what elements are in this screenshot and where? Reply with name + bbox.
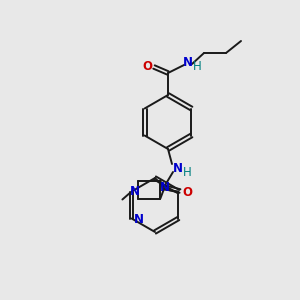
- Text: H: H: [183, 166, 191, 178]
- Text: N: N: [129, 185, 140, 198]
- Text: N: N: [183, 56, 193, 70]
- Text: N: N: [134, 213, 144, 226]
- Text: H: H: [193, 59, 201, 73]
- Text: N: N: [173, 161, 183, 175]
- Text: N: N: [159, 181, 170, 194]
- Text: O: O: [142, 59, 152, 73]
- Text: O: O: [182, 185, 192, 199]
